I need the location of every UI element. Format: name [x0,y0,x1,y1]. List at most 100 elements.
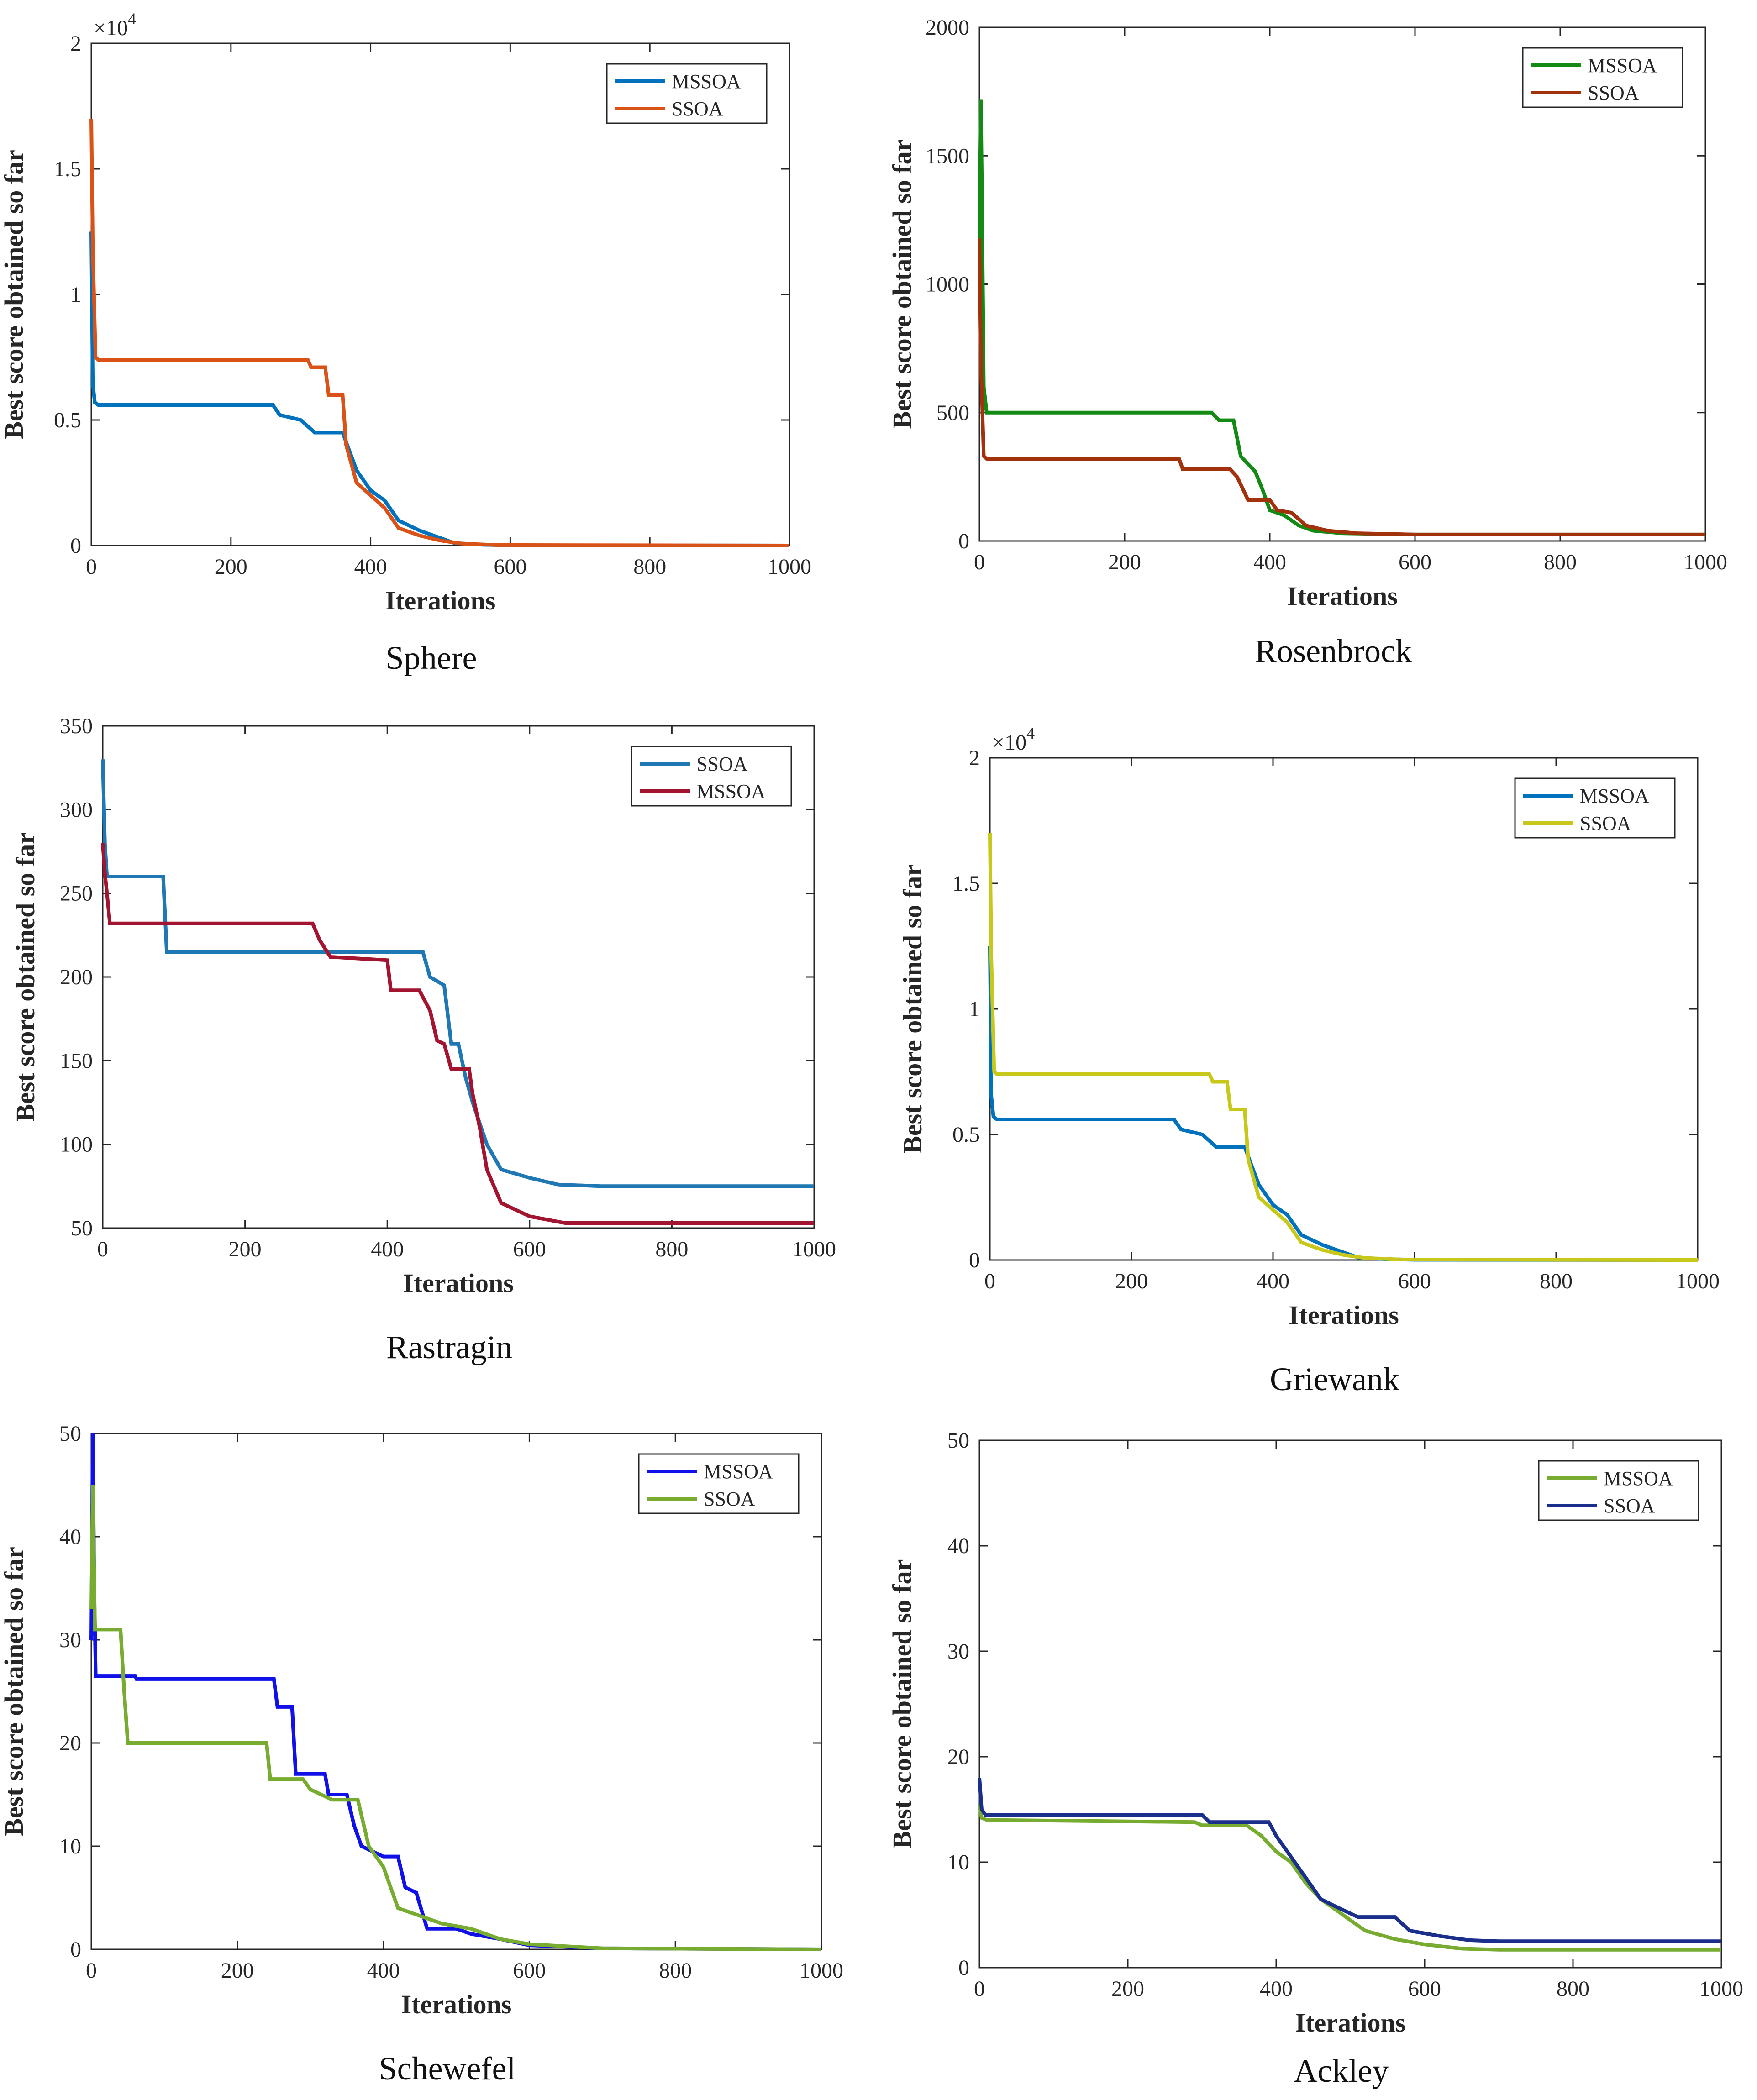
legend: MSSOA SSOA [1514,777,1676,839]
x-tick-label: 800 [1557,1977,1589,2001]
x-tick-label: 0 [974,1977,985,2001]
series-line-ssoa [978,1777,1721,1943]
series-line-mssoa [978,1804,1721,1952]
legend-label: MSSOA [1588,54,1657,77]
plot-area [90,1433,822,1950]
legend: MSSOA SSOA [638,1453,800,1514]
x-tick-label: 600 [513,1237,546,1261]
y-tick-label: 0 [958,1956,969,1980]
y-tick-label: 2 [969,746,980,770]
legend-label: SSOA [1580,812,1631,835]
plot-area [90,42,790,546]
legend-label: SSOA [1604,1495,1655,1517]
y-tick-label: 1500 [926,144,969,168]
legend: SSOA MSSOA [631,746,792,807]
x-tick-label: 200 [1111,1977,1144,2001]
y-tick-label: 10 [947,1850,969,1874]
y-exponent-label: ×104 [992,724,1035,755]
y-tick-label: 150 [60,1049,93,1073]
legend-box [1538,1460,1699,1521]
x-tick-label: 600 [1399,550,1431,574]
y-axis-title: Best score obtained so far [887,140,917,429]
y-tick-label: 2 [70,31,81,56]
chart-caption: Schewefel [379,2050,516,2087]
chart-3: 0 200 400 600 800 1000 50 100 150 200 250 300 350 Ite… [11,714,836,1365]
x-tick-label: 200 [215,555,247,579]
x-axis-title: Iterations [1289,1300,1399,1330]
x-axis-title: Iterations [1295,2008,1406,2037]
series-line-ssoa [988,833,1698,1262]
legend-box [606,63,768,124]
legend-label: MSSOA [704,1460,773,1483]
x-tick-label: 200 [229,1237,262,1261]
series-line-mssoa [89,1433,822,1951]
legend-label: MSSOA [696,780,766,803]
legend-label: SSOA [696,753,748,775]
chart-1: 0 200 400 600 800 1000 0 0.5 1 1.5 2 ×104 Iterations… [0,10,811,676]
y-tick-label: 0.5 [952,1123,980,1147]
x-tick-label: 600 [494,555,526,579]
x-tick-label: 1000 [768,555,811,579]
chart-caption: Rastragin [386,1329,512,1365]
x-tick-label: 1000 [800,1958,843,1983]
legend-box [1514,777,1676,839]
y-tick-label: 300 [60,798,93,822]
x-tick-label: 400 [1260,1977,1293,2001]
y-tick-label: 1.5 [952,872,980,896]
plot-area [102,725,815,1229]
x-tick-label: 400 [1253,550,1286,574]
legend-box [1522,47,1683,108]
legend-box [638,1453,800,1514]
chart-6: 0 200 400 600 800 1000 0 10 20 30 40 50 Iterations Be… [887,1428,1743,2089]
y-tick-label: 50 [71,1216,93,1240]
x-axis-title: Iterations [385,586,496,615]
y-tick-label: 40 [947,1534,969,1558]
y-tick-label: 100 [60,1133,93,1157]
x-axis-title: Iterations [1287,581,1398,611]
y-tick-label: 350 [60,714,93,738]
x-tick-label: 1000 [1676,1269,1720,1293]
x-tick-label: 200 [1115,1269,1148,1293]
y-axis-title: Best score obtained so far [0,1547,29,1836]
y-axis-title: Best score obtained so far [11,832,40,1122]
y-axis-title: Best score obtained so far [898,864,927,1154]
y-tick-label: 10 [59,1834,81,1858]
chart-5: 0 200 400 600 800 1000 0 10 20 30 40 50 Iterations Be… [0,1422,843,2087]
x-tick-label: 800 [659,1958,692,1983]
x-tick-label: 800 [1544,550,1577,574]
legend-label: SSOA [1588,82,1639,104]
legend: MSSOA SSOA [1538,1460,1699,1521]
series-line-ssoa [89,118,790,547]
y-tick-label: 20 [59,1731,81,1755]
y-tick-label: 50 [59,1422,81,1446]
y-tick-label: 50 [947,1428,969,1453]
legend-label: MSSOA [672,70,741,93]
series-line-mssoa [978,99,1705,536]
y-tick-label: 0.5 [54,408,81,432]
y-axis-title: Best score obtained so far [0,150,29,439]
x-tick-label: 400 [367,1958,400,1983]
legend-box [631,746,792,807]
y-tick-label: 20 [947,1745,969,1769]
y-tick-label: 1 [969,997,980,1021]
x-tick-label: 400 [1257,1269,1289,1293]
y-tick-label: 1000 [926,273,969,297]
x-tick-label: 1000 [1699,1977,1743,2001]
y-tick-label: 0 [70,1937,81,1962]
series-line-ssoa [89,1485,822,1951]
chart-caption: Sphere [386,640,477,676]
legend-label: SSOA [704,1488,755,1510]
plot-area [978,26,1706,542]
y-exponent-power: 4 [128,10,136,28]
chart-4: 0 200 400 600 800 1000 0 0.5 1 1.5 2 ×104 Iterations… [898,724,1720,1397]
y-exponent-power: 4 [1026,724,1035,742]
y-tick-label: 1.5 [54,157,81,181]
y-tick-label: 1 [70,283,81,307]
y-tick-label: 250 [60,882,93,906]
y-tick-label: 0 [70,534,81,558]
y-exponent-label: ×104 [94,10,136,40]
x-tick-label: 400 [354,555,387,579]
series-line-mssoa [101,843,814,1225]
y-tick-label: 2000 [926,16,969,40]
x-tick-label: 0 [86,555,97,579]
